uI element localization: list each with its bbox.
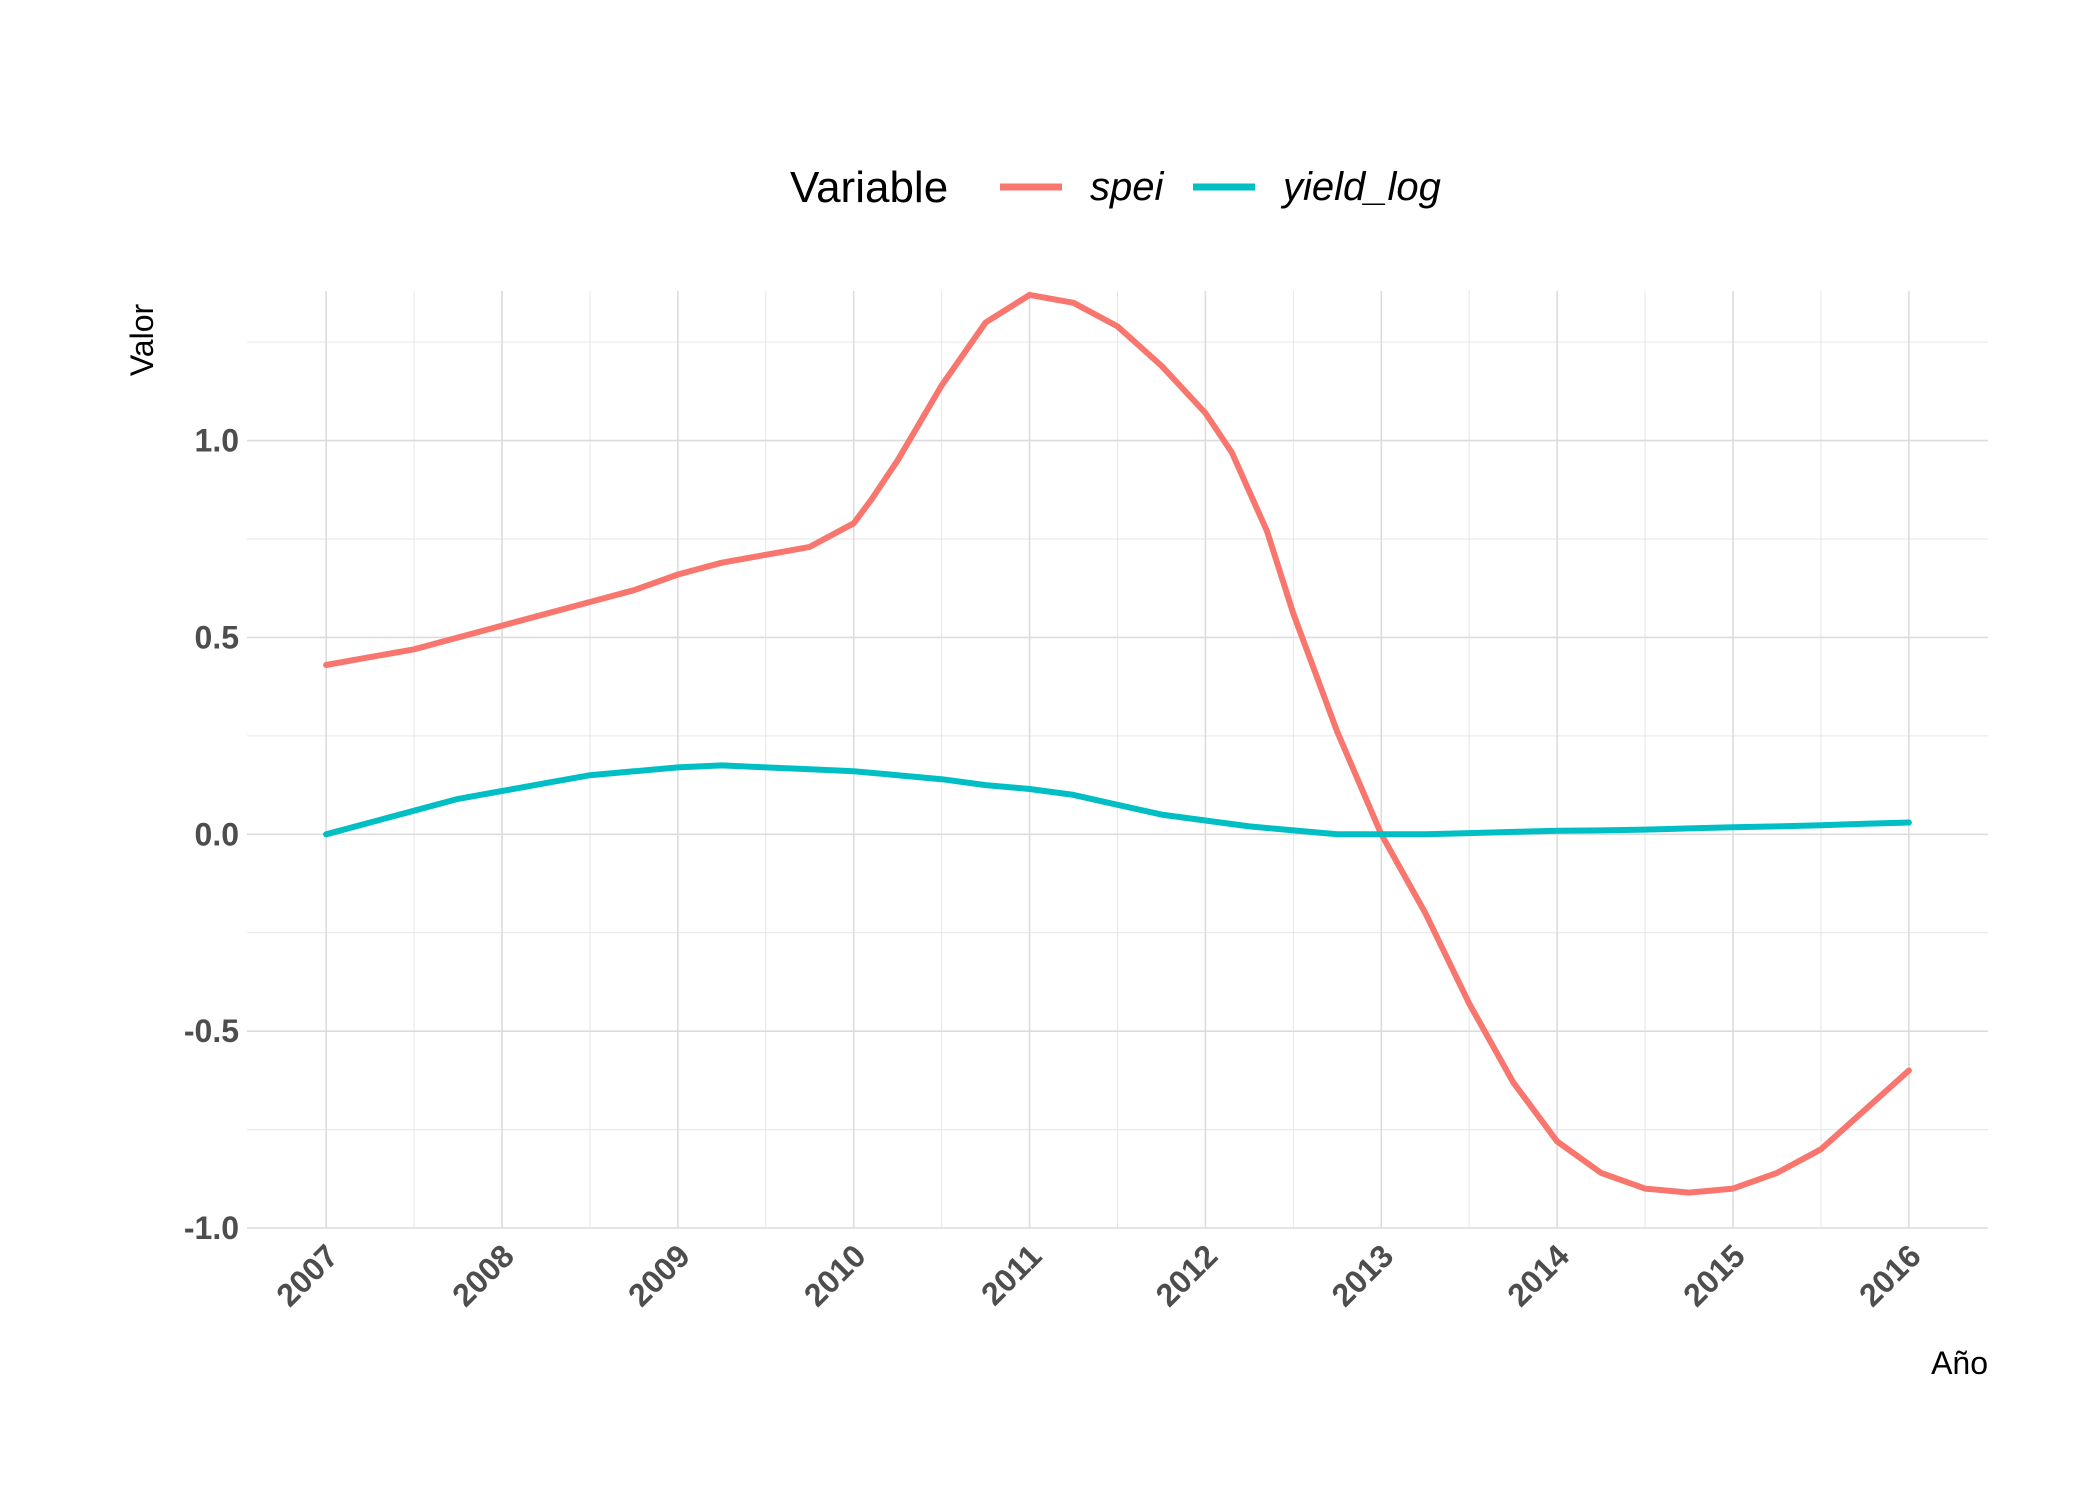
x-tick-label: 2016 xyxy=(1852,1237,1928,1313)
x-tick-label: 2011 xyxy=(974,1237,1049,1312)
series-line-yield-log xyxy=(323,762,1912,838)
x-tick-label: 2008 xyxy=(445,1237,521,1313)
y-tick-label: -0.5 xyxy=(184,1013,239,1049)
x-tick-label: 2010 xyxy=(797,1237,873,1313)
y-axis-tick-labels: -1.0 -0.5 0.0 0.5 1.0 xyxy=(184,423,239,1246)
x-axis-title: Año xyxy=(1931,1345,1988,1381)
series-line-spei xyxy=(323,291,1912,1196)
y-tick-label: 0.0 xyxy=(195,816,239,852)
legend-label-spei: spei xyxy=(1090,165,1164,209)
x-tick-label: 2012 xyxy=(1149,1237,1225,1313)
minor-gridlines xyxy=(247,291,1988,1228)
x-tick-label: 2014 xyxy=(1500,1237,1576,1313)
legend: Variable spei yield_log xyxy=(790,163,1441,212)
x-tick-label: 2007 xyxy=(269,1237,345,1313)
x-tick-label: 2015 xyxy=(1676,1237,1752,1313)
y-axis-title: Valor xyxy=(124,303,160,376)
y-tick-label: 1.0 xyxy=(195,423,239,459)
legend-label-yield-log: yield_log xyxy=(1280,165,1441,209)
major-gridlines xyxy=(247,291,1988,1229)
legend-title: Variable xyxy=(790,163,948,212)
x-tick-label: 2009 xyxy=(621,1237,697,1313)
x-axis-tick-labels: 2007 2008 2009 2010 2011 2012 2013 2014 2015 2016 xyxy=(269,1237,1928,1313)
series-layer xyxy=(323,291,1912,1196)
x-tick-label: 2013 xyxy=(1324,1237,1400,1313)
y-tick-label: 0.5 xyxy=(195,619,239,655)
y-tick-label: -1.0 xyxy=(184,1210,239,1246)
